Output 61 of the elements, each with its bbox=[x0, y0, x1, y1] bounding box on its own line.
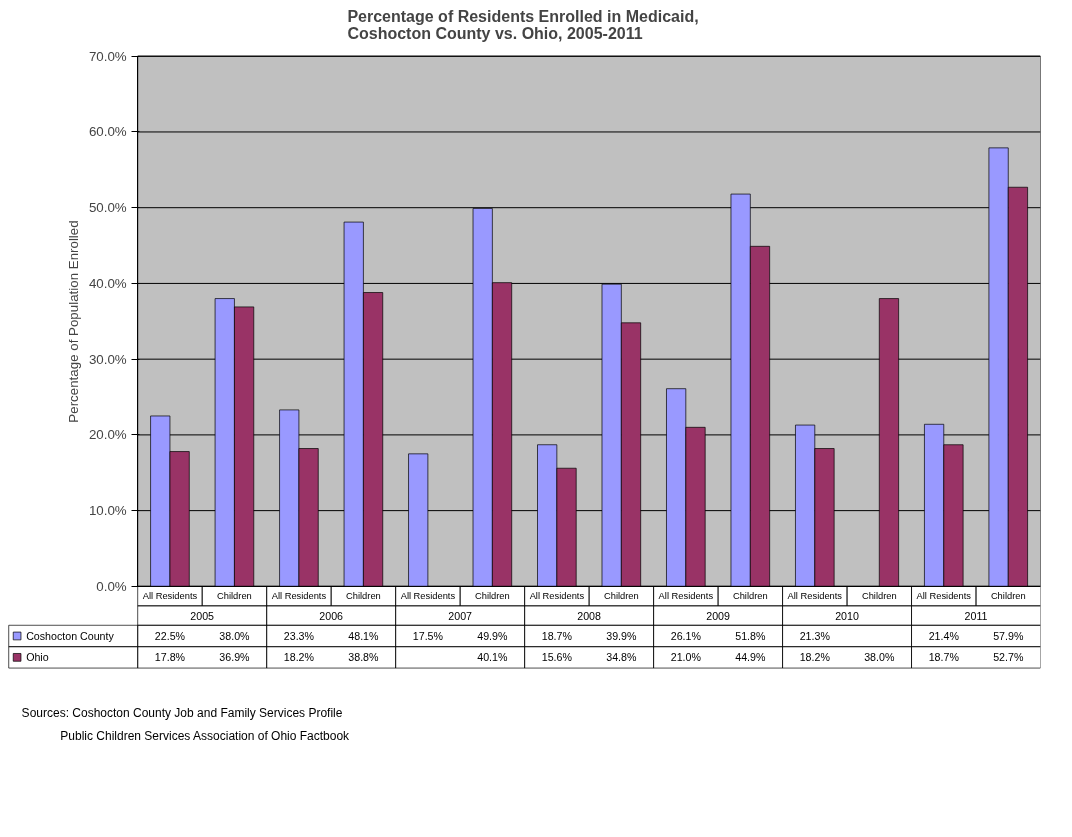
data-label: 49.9% bbox=[477, 629, 508, 642]
y-tick-label: 10.0% bbox=[88, 503, 127, 519]
x-tick-label: Children bbox=[861, 591, 897, 602]
legend-label: Ohio bbox=[26, 651, 49, 664]
x-tick-label: Children bbox=[603, 591, 639, 602]
x-tick-label: All Residents bbox=[400, 591, 456, 602]
data-label: 38.0% bbox=[864, 651, 895, 664]
text: 2007 bbox=[448, 609, 473, 622]
y-tick-label: 60.0% bbox=[88, 124, 127, 140]
y-tick-label: 40.0% bbox=[88, 275, 127, 291]
text: 2008 bbox=[577, 609, 602, 622]
text: 2010 bbox=[835, 609, 859, 622]
x-tick-label: Children bbox=[217, 591, 252, 602]
x-tick-label: All Residents bbox=[529, 591, 585, 602]
y-tick-label: 30.0% bbox=[88, 351, 127, 367]
data-label: 38.8% bbox=[348, 651, 380, 664]
text: 2006 bbox=[319, 609, 344, 622]
data-label: 38.0% bbox=[219, 629, 251, 642]
y-axis-title: Percentage of Population Enrolled bbox=[65, 220, 81, 423]
data-label: 21.3% bbox=[799, 629, 831, 642]
data-label: 34.8% bbox=[606, 651, 637, 664]
x-tick-label: All Residents bbox=[142, 591, 198, 602]
data-label: 51.8% bbox=[735, 629, 766, 642]
data-label: 36.9% bbox=[219, 651, 251, 664]
data-label: 26.1% bbox=[670, 629, 702, 642]
x-tick-label: Children bbox=[990, 591, 1026, 602]
x-tick-label: All Residents bbox=[658, 591, 714, 602]
data-label: 18.7% bbox=[541, 629, 573, 642]
source-note: Sources: Coshocton County Job and Family Services Profile bbox=[21, 705, 343, 720]
data-label: 57.9% bbox=[993, 629, 1024, 642]
x-tick-label: All Residents bbox=[271, 591, 327, 602]
data-label: 18.7% bbox=[928, 651, 960, 664]
legend-label: Coshocton County bbox=[26, 629, 115, 642]
y-tick-label: 20.0% bbox=[88, 427, 127, 443]
data-label: 18.2% bbox=[799, 651, 831, 664]
data-label: 44.9% bbox=[735, 651, 766, 664]
x-tick-label: Children bbox=[732, 591, 768, 602]
data-label: 39.9% bbox=[606, 629, 637, 642]
data-label: 23.3% bbox=[283, 629, 315, 642]
data-label: 17.5% bbox=[412, 629, 444, 642]
data-label: 52.7% bbox=[993, 651, 1024, 664]
data-label: 48.1% bbox=[348, 629, 380, 642]
data-label: 18.2% bbox=[283, 651, 315, 664]
text: 2009 bbox=[706, 609, 730, 622]
y-tick-label: 50.0% bbox=[88, 200, 127, 216]
text: Public Children Services Association of Ohio Factbook bbox=[60, 729, 351, 744]
chart-title: Percentage of Residents Enrolled in Medicaid, Coshocton County vs. Ohio, 2005-2011 bbox=[347, 7, 699, 42]
x-tick-label: All Residents bbox=[787, 591, 843, 602]
data-label: 40.1% bbox=[477, 651, 508, 664]
data-label: 22.5% bbox=[154, 629, 186, 642]
data-label: 15.6% bbox=[541, 651, 573, 664]
data-label: 21.4% bbox=[928, 629, 960, 642]
y-tick-label: 70.0% bbox=[88, 48, 127, 64]
data-label: 17.8% bbox=[154, 651, 186, 664]
x-tick-label: Children bbox=[475, 591, 510, 602]
x-tick-label: All Residents bbox=[916, 591, 972, 602]
y-tick-label: 0.0% bbox=[96, 578, 127, 594]
text: 2005 bbox=[190, 609, 215, 622]
x-tick-label: Children bbox=[346, 591, 381, 602]
data-label: 21.0% bbox=[670, 651, 702, 664]
text: 2011 bbox=[964, 609, 988, 622]
